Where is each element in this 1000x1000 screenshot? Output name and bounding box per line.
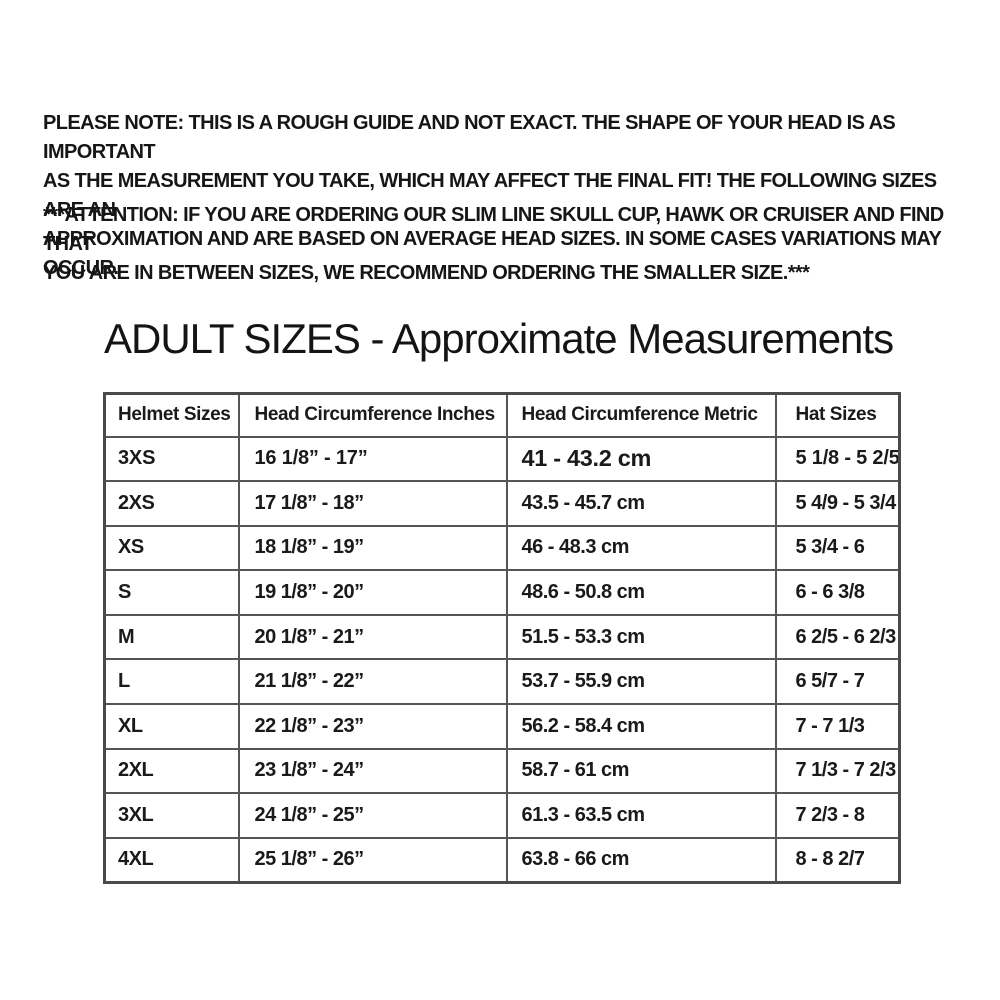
size-table: Helmet Sizes Head Circumference Inches H… — [103, 392, 901, 884]
hat-size-cell: 7 2/3 - 8 — [774, 792, 901, 839]
column-header-hat-sizes: Hat Sizes — [774, 392, 901, 438]
helmet-size-cell: 2XL — [103, 747, 240, 795]
helmet-size-cell: 4XL — [103, 836, 240, 884]
metric-range-cell: 41 - 43.2 cm — [505, 435, 777, 483]
metric-range-cell: 58.7 - 61 cm — [505, 747, 777, 795]
inches-range-cell: 21 1/8” - 22” — [237, 658, 508, 706]
helmet-size-cell: 3XS — [103, 435, 240, 483]
inches-range-cell: 17 1/8” - 18” — [237, 480, 508, 527]
helmet-size-cell: 3XL — [103, 792, 240, 839]
hat-size-cell: 7 1/3 - 7 2/3 — [774, 747, 901, 795]
inches-range-cell: 18 1/8” - 19” — [237, 524, 508, 572]
table-row: 3XL 24 1/8” - 25” 61.3 - 63.5 cm 7 2/3 -… — [103, 792, 901, 839]
page-title: ADULT SIZES - Approximate Measurements — [104, 315, 894, 362]
metric-range-cell: 51.5 - 53.3 cm — [505, 613, 777, 661]
hat-size-cell: 5 1/8 - 5 2/5 — [774, 435, 901, 483]
column-header-circumference-metric: Head Circumference Metric — [505, 392, 777, 438]
hat-size-cell: 5 3/4 - 6 — [774, 524, 901, 572]
inches-range-cell: 16 1/8” - 17” — [237, 435, 508, 483]
inches-range-cell: 25 1/8” - 26” — [237, 836, 508, 884]
helmet-size-cell: S — [103, 569, 240, 616]
attention-paragraph: ***ATTENTION: IF YOU ARE ORDERING OUR SL… — [43, 204, 944, 284]
helmet-size-cell: 2XS — [103, 480, 240, 527]
table-row: 2XL 23 1/8” - 24” 58.7 - 61 cm 7 1/3 - 7… — [103, 747, 901, 795]
hat-size-cell: 6 2/5 - 6 2/3 — [774, 613, 901, 661]
helmet-size-cell: XS — [103, 524, 240, 572]
hat-size-cell: 5 4/9 - 5 3/4 — [774, 480, 901, 527]
metric-range-cell: 46 - 48.3 cm — [505, 524, 777, 572]
inches-range-cell: 24 1/8” - 25” — [237, 792, 508, 839]
size-table-container: Helmet Sizes Head Circumference Inches H… — [103, 392, 901, 884]
column-header-helmet-sizes: Helmet Sizes — [103, 392, 240, 438]
table-row: 2XS 17 1/8” - 18” 43.5 - 45.7 cm 5 4/9 -… — [103, 480, 901, 527]
column-header-circumference-inches: Head Circumference Inches — [237, 392, 508, 438]
please-note-paragraph: PLEASE NOTE: THIS IS A ROUGH GUIDE AND N… — [43, 112, 942, 279]
hat-size-cell: 6 5/7 - 7 — [774, 658, 901, 706]
hat-size-cell: 8 - 8 2/7 — [774, 836, 901, 884]
size-table-body: 3XS 16 1/8” - 17” 41 - 43.2 cm 5 1/8 - 5… — [103, 435, 901, 884]
metric-range-cell: 56.2 - 58.4 cm — [505, 703, 777, 750]
table-row: M 20 1/8” - 21” 51.5 - 53.3 cm 6 2/5 - 6… — [103, 613, 901, 661]
table-row: XL 22 1/8” - 23” 56.2 - 58.4 cm 7 - 7 1/… — [103, 703, 901, 750]
helmet-size-cell: M — [103, 613, 240, 661]
table-row: S 19 1/8” - 20” 48.6 - 50.8 cm 6 - 6 3/8 — [103, 569, 901, 616]
metric-range-cell: 63.8 - 66 cm — [505, 836, 777, 884]
table-row: XS 18 1/8” - 19” 46 - 48.3 cm 5 3/4 - 6 — [103, 524, 901, 572]
hat-size-cell: 7 - 7 1/3 — [774, 703, 901, 750]
inches-range-cell: 19 1/8” - 20” — [237, 569, 508, 616]
size-table-header: Helmet Sizes Head Circumference Inches H… — [103, 392, 901, 438]
inches-range-cell: 23 1/8” - 24” — [237, 747, 508, 795]
inches-range-cell: 22 1/8” - 23” — [237, 703, 508, 750]
helmet-size-cell: XL — [103, 703, 240, 750]
table-row: L 21 1/8” - 22” 53.7 - 55.9 cm 6 5/7 - 7 — [103, 658, 901, 706]
metric-range-cell: 53.7 - 55.9 cm — [505, 658, 777, 706]
metric-range-cell: 48.6 - 50.8 cm — [505, 569, 777, 616]
inches-range-cell: 20 1/8” - 21” — [237, 613, 508, 661]
table-row: 4XL 25 1/8” - 26” 63.8 - 66 cm 8 - 8 2/7 — [103, 836, 901, 884]
hat-size-cell: 6 - 6 3/8 — [774, 569, 901, 616]
metric-range-cell: 61.3 - 63.5 cm — [505, 792, 777, 839]
header-row: Helmet Sizes Head Circumference Inches H… — [103, 392, 901, 438]
helmet-size-cell: L — [103, 658, 240, 706]
metric-range-cell: 43.5 - 45.7 cm — [505, 480, 777, 527]
table-row: 3XS 16 1/8” - 17” 41 - 43.2 cm 5 1/8 - 5… — [103, 435, 901, 483]
